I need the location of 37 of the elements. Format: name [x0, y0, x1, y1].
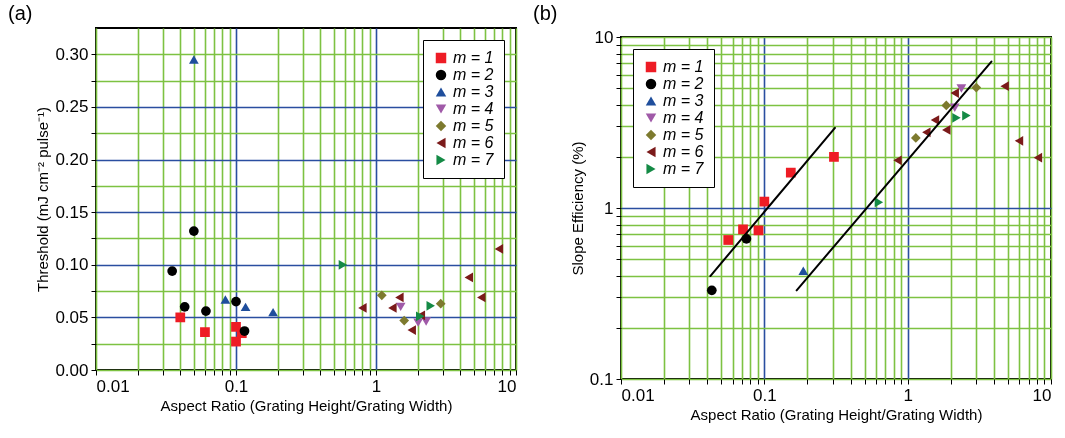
legend-label: m = 4 — [663, 109, 704, 126]
y-tick-label: 0.30 — [55, 44, 89, 64]
legend-label: m = 6 — [663, 143, 704, 160]
y-axis-title: Slope Efficiency (%) — [568, 141, 586, 276]
legend-label: m = 3 — [453, 83, 494, 100]
legend-label: m = 7 — [453, 151, 495, 168]
y-tick-label: 0.00 — [55, 360, 89, 380]
y-tick-label: 0.20 — [55, 150, 89, 170]
legend-label: m = 2 — [453, 66, 494, 83]
x-tick-label: 0.01 — [96, 376, 130, 396]
x-tick-label: 1 — [903, 385, 913, 405]
y-axis-title: Threshold (mJ cm⁻² pulse⁻¹) — [34, 106, 52, 293]
legend-label: m = 3 — [663, 92, 704, 109]
y-tick-label: 0.05 — [55, 307, 89, 327]
x-tick-label: 10 — [497, 376, 517, 396]
legend-label: m = 5 — [663, 126, 704, 143]
chart-title: (b) — [533, 2, 558, 24]
legend-label: m = 5 — [453, 117, 494, 134]
legend-label: m = 1 — [663, 58, 704, 75]
legend-label: m = 7 — [663, 160, 705, 177]
y-tick-label: 0.15 — [55, 202, 89, 222]
y-tick-label: 1 — [604, 198, 614, 218]
x-tick-label: 0.1 — [753, 385, 777, 405]
x-axis-title: Aspect Ratio (Grating Height/Grating Width) — [160, 396, 453, 414]
legend-label: m = 1 — [453, 49, 494, 66]
x-tick-label: 1 — [371, 376, 382, 396]
x-tick-label: 0.01 — [621, 385, 655, 405]
legend-label: m = 6 — [453, 134, 494, 151]
y-tick-label: 0.10 — [55, 255, 89, 275]
y-tick-label: 10 — [594, 27, 614, 47]
x-axis-title: Aspect Ratio (Grating Height/Grating Width) — [690, 405, 983, 423]
y-tick-label: 0.25 — [55, 97, 89, 117]
legend-label: m = 4 — [453, 100, 494, 117]
x-tick-label: 10 — [1032, 385, 1052, 405]
chart-title: (a) — [8, 2, 33, 24]
legend-label: m = 2 — [663, 75, 704, 92]
x-tick-label: 0.1 — [224, 376, 249, 396]
